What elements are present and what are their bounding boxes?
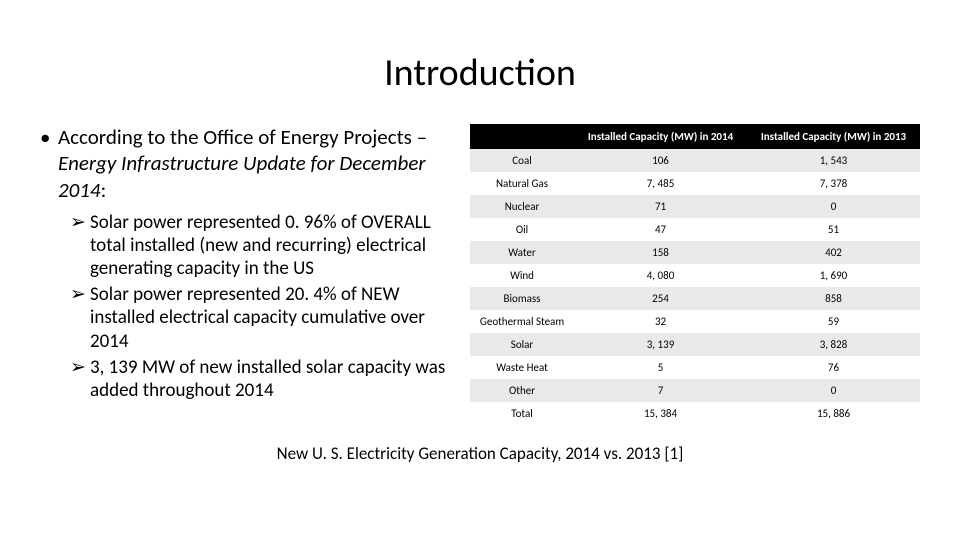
table-cell: 0: [747, 195, 920, 218]
table-cell: 15, 384: [574, 402, 747, 425]
arrow-icon: ➢: [70, 211, 90, 281]
sub-bullet-text: Solar power represented 0. 96% of OVERAL…: [90, 211, 450, 281]
table-cell: 15, 886: [747, 402, 920, 425]
content-row: • According to the Office of Energy Proj…: [40, 124, 920, 425]
table-cell: Waste Heat: [470, 356, 574, 379]
table-cell: Biomass: [470, 287, 574, 310]
table-cell: Other: [470, 379, 574, 402]
sub-bullet: ➢ Solar power represented 20. 4% of NEW …: [70, 283, 450, 353]
table-row: Other70: [470, 379, 920, 402]
table-cell: Nuclear: [470, 195, 574, 218]
main-bullet-text: According to the Office of Energy Projec…: [58, 124, 450, 203]
table-cell: 1, 690: [747, 264, 920, 287]
table-row: Solar3, 1393, 828: [470, 333, 920, 356]
sub-bullet: ➢ 3, 139 MW of new installed solar capac…: [70, 356, 450, 402]
table-cell: Solar: [470, 333, 574, 356]
table-cell: 32: [574, 310, 747, 333]
sub-bullet-text: 3, 139 MW of new installed solar capacit…: [90, 356, 450, 402]
main-bullet-italic: Energy Infrastructure Update for Decembe…: [58, 150, 426, 202]
table-row: Water158402: [470, 241, 920, 264]
table-cell: 59: [747, 310, 920, 333]
table-cell: Geothermal Steam: [470, 310, 574, 333]
table-cell: 0: [747, 379, 920, 402]
main-bullet-suffix: :: [101, 177, 107, 203]
sub-bullet: ➢ Solar power represented 0. 96% of OVER…: [70, 211, 450, 281]
table-row: Wind4, 0801, 690: [470, 264, 920, 287]
table-cell: Natural Gas: [470, 172, 574, 195]
table-cell: 71: [574, 195, 747, 218]
table-cell: Water: [470, 241, 574, 264]
table-cell: 47: [574, 218, 747, 241]
table-header-cell: Installed Capacity (MW) in 2013: [747, 124, 920, 149]
table-header-cell: Installed Capacity (MW) in 2014: [574, 124, 747, 149]
table-row: Waste Heat576: [470, 356, 920, 379]
sub-bullet-text: Solar power represented 20. 4% of NEW in…: [90, 283, 450, 353]
table-cell: 5: [574, 356, 747, 379]
table-cell: Oil: [470, 218, 574, 241]
table-cell: 254: [574, 287, 747, 310]
slide-title: Introduction: [40, 50, 920, 96]
table-cell: 402: [747, 241, 920, 264]
table-cell: Total: [470, 402, 574, 425]
table-row: Nuclear710: [470, 195, 920, 218]
table-cell: 7, 378: [747, 172, 920, 195]
table-caption: New U. S. Electricity Generation Capacit…: [40, 443, 920, 464]
main-bullet-prefix: According to the Office of Energy Projec…: [58, 124, 427, 150]
table-cell: Coal: [470, 149, 574, 172]
table-cell: 4, 080: [574, 264, 747, 287]
table-cell: 858: [747, 287, 920, 310]
table-header-row: Installed Capacity (MW) in 2014 Installe…: [470, 124, 920, 149]
table-cell: 158: [574, 241, 747, 264]
table-cell: 1, 543: [747, 149, 920, 172]
table-cell: 106: [574, 149, 747, 172]
arrow-icon: ➢: [70, 283, 90, 353]
table-row: Biomass254858: [470, 287, 920, 310]
table-row: Geothermal Steam3259: [470, 310, 920, 333]
table-row: Total15, 38415, 886: [470, 402, 920, 425]
right-column: Installed Capacity (MW) in 2014 Installe…: [470, 124, 920, 425]
sub-bullet-list: ➢ Solar power represented 0. 96% of OVER…: [40, 211, 450, 402]
table-row: Natural Gas7, 4857, 378: [470, 172, 920, 195]
table-cell: Wind: [470, 264, 574, 287]
left-column: • According to the Office of Energy Proj…: [40, 124, 450, 425]
table-cell: 7, 485: [574, 172, 747, 195]
table-cell: 76: [747, 356, 920, 379]
table-row: Oil4751: [470, 218, 920, 241]
table-row: Coal1061, 543: [470, 149, 920, 172]
table-cell: 3, 139: [574, 333, 747, 356]
main-bullet: • According to the Office of Energy Proj…: [40, 124, 450, 203]
table-cell: 3, 828: [747, 333, 920, 356]
bullet-dot-icon: •: [40, 124, 58, 203]
capacity-table: Installed Capacity (MW) in 2014 Installe…: [470, 124, 920, 425]
table-header-cell: [470, 124, 574, 149]
arrow-icon: ➢: [70, 356, 90, 402]
table-cell: 51: [747, 218, 920, 241]
table-body: Coal1061, 543Natural Gas7, 4857, 378Nucl…: [470, 149, 920, 425]
table-cell: 7: [574, 379, 747, 402]
